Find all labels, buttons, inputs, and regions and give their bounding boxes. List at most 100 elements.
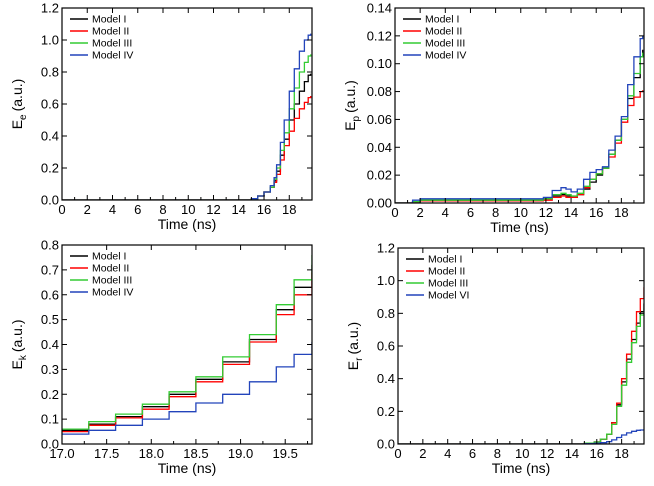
- y-tick-label: 0.6: [377, 339, 395, 354]
- x-tick-label: 4: [442, 205, 449, 220]
- y-tick-label: 0.06: [367, 112, 392, 127]
- x-axis-title: Time (ns): [492, 460, 551, 476]
- y-axis-title-sub: p: [351, 115, 362, 121]
- series-line-model-ii: [395, 90, 644, 203]
- x-tick-label: 14: [564, 205, 578, 220]
- y-axis-title-unit: (a.u.): [9, 79, 25, 112]
- y-tick-label: 0.14: [367, 1, 392, 16]
- y-tick-label: 0.0: [377, 437, 395, 452]
- y-tick-label: 0.8: [41, 65, 59, 80]
- series-line-model-i: [395, 49, 644, 203]
- y-tick-label: 0.4: [377, 371, 395, 386]
- x-tick-label: 16: [257, 202, 271, 217]
- y-tick-label: 0.0: [41, 437, 59, 452]
- x-tick-label: 12: [539, 205, 553, 220]
- series-line-model-i: [62, 73, 312, 200]
- y-tick-label: 1.0: [41, 33, 59, 48]
- legend-label: Model I: [425, 14, 459, 26]
- y-tick-label: 0.3: [41, 362, 59, 377]
- series-line-model-ii: [62, 96, 312, 200]
- y-tick-label: 1.2: [377, 241, 395, 256]
- y-tick-label: 0.2: [41, 387, 59, 402]
- y-axis-title-unit: (a.u.): [9, 319, 25, 352]
- legend-label: Model VI: [428, 290, 469, 302]
- series-group: [395, 35, 644, 203]
- x-tick-label: 16: [590, 446, 604, 461]
- x-tick-label: 6: [134, 202, 141, 217]
- x-tick-label: 2: [419, 446, 426, 461]
- y-tick-label: 0.10: [367, 56, 392, 71]
- x-tick-label: 18.5: [183, 446, 208, 461]
- x-tick-label: 17.5: [94, 446, 119, 461]
- y-axis-title-main: E: [9, 120, 25, 129]
- x-tick-label: 14: [232, 202, 246, 217]
- panel-Ep: 0 2 4 6 8 10 12 14 16 18 0.00 0.02 0.04 0.06 0.08 0.10 0…: [342, 1, 645, 235]
- y-tick-label: 0.02: [367, 168, 392, 183]
- x-tick-label: 0: [394, 446, 401, 461]
- x-tick-label: 10: [514, 205, 528, 220]
- x-axis-title: Time (ns): [490, 219, 549, 235]
- y-tick-label: 0.6: [41, 97, 59, 112]
- x-tick-label: 18: [614, 446, 628, 461]
- x-tick-label: 16: [589, 205, 603, 220]
- y-tick-label: 0.00: [367, 196, 392, 211]
- x-tick-label: 0: [58, 202, 65, 217]
- y-axis-title: Ek (a.u.): [9, 319, 29, 369]
- legend-label: Model IV: [425, 50, 466, 62]
- legend-label: Model III: [428, 278, 468, 290]
- plot-frame: [394, 7, 645, 204]
- y-axis-title-sub: e: [18, 114, 29, 120]
- x-tick-label: 8: [492, 205, 499, 220]
- legend-label: Model IV: [92, 50, 133, 62]
- legend-label: Model II: [428, 266, 465, 278]
- series-line-model-iii: [395, 52, 644, 203]
- legend-label: Model II: [92, 26, 129, 38]
- panel-Ek: 17.0 17.5 18.0 18.5 19.0 19.5 0.0 0.1 0.2 0.3 0.4 0…: [9, 238, 313, 476]
- series-line-model-ii: [398, 287, 644, 444]
- x-tick-label: 10: [181, 202, 195, 217]
- legend-label: Model III: [92, 275, 132, 287]
- y-axis-title-main: E: [345, 361, 361, 370]
- y-axis-title-main: E: [9, 360, 25, 369]
- x-tick-label: 8: [159, 202, 166, 217]
- series-line-model-iii: [62, 255, 312, 430]
- y-tick-label: 0.7: [41, 262, 59, 277]
- y-axis-title: Ee (a.u.): [9, 79, 29, 130]
- y-axis-title: Er (a.u.): [345, 322, 365, 370]
- x-tick-label: 6: [469, 446, 476, 461]
- series-line-model-iv: [62, 342, 312, 435]
- y-tick-label: 0.04: [367, 140, 392, 155]
- x-axis-title: Time (ns): [158, 460, 217, 476]
- legend-label: Model III: [92, 38, 132, 50]
- legend-label: Model III: [425, 38, 465, 50]
- x-tick-label: 14: [565, 446, 579, 461]
- x-tick-label: 6: [467, 205, 474, 220]
- x-tick-label: 10: [515, 446, 529, 461]
- y-axis-title-unit: (a.u.): [342, 80, 358, 113]
- x-tick-label: 12: [206, 202, 220, 217]
- series-line-model-iii: [62, 54, 312, 200]
- y-tick-label: 0.6: [41, 287, 59, 302]
- series-line-model-iii: [398, 308, 644, 444]
- legend-label: Model II: [92, 263, 129, 275]
- x-tick-label: 0: [391, 205, 398, 220]
- series-group: [62, 255, 312, 435]
- panel-Ee: 0 2 4 6 8 10 12 14 16 18 0.0 0.2 0.4 0.6 0.8 1.0 1.2 Time…: [9, 1, 313, 232]
- y-tick-label: 0.12: [367, 28, 392, 43]
- y-tick-label: 0.4: [41, 129, 59, 144]
- x-tick-label: 4: [109, 202, 116, 217]
- y-tick-label: 0.0: [41, 193, 59, 208]
- y-tick-label: 0.2: [377, 404, 395, 419]
- x-tick-label: 2: [84, 202, 91, 217]
- y-tick-label: 1.0: [377, 273, 395, 288]
- series-group: [398, 287, 644, 444]
- y-tick-label: 0.08: [367, 84, 392, 99]
- series-line-model-iv: [62, 33, 312, 200]
- y-tick-label: 0.1: [41, 412, 59, 427]
- series-line-model-i: [398, 303, 644, 444]
- x-tick-label: 18.0: [139, 446, 164, 461]
